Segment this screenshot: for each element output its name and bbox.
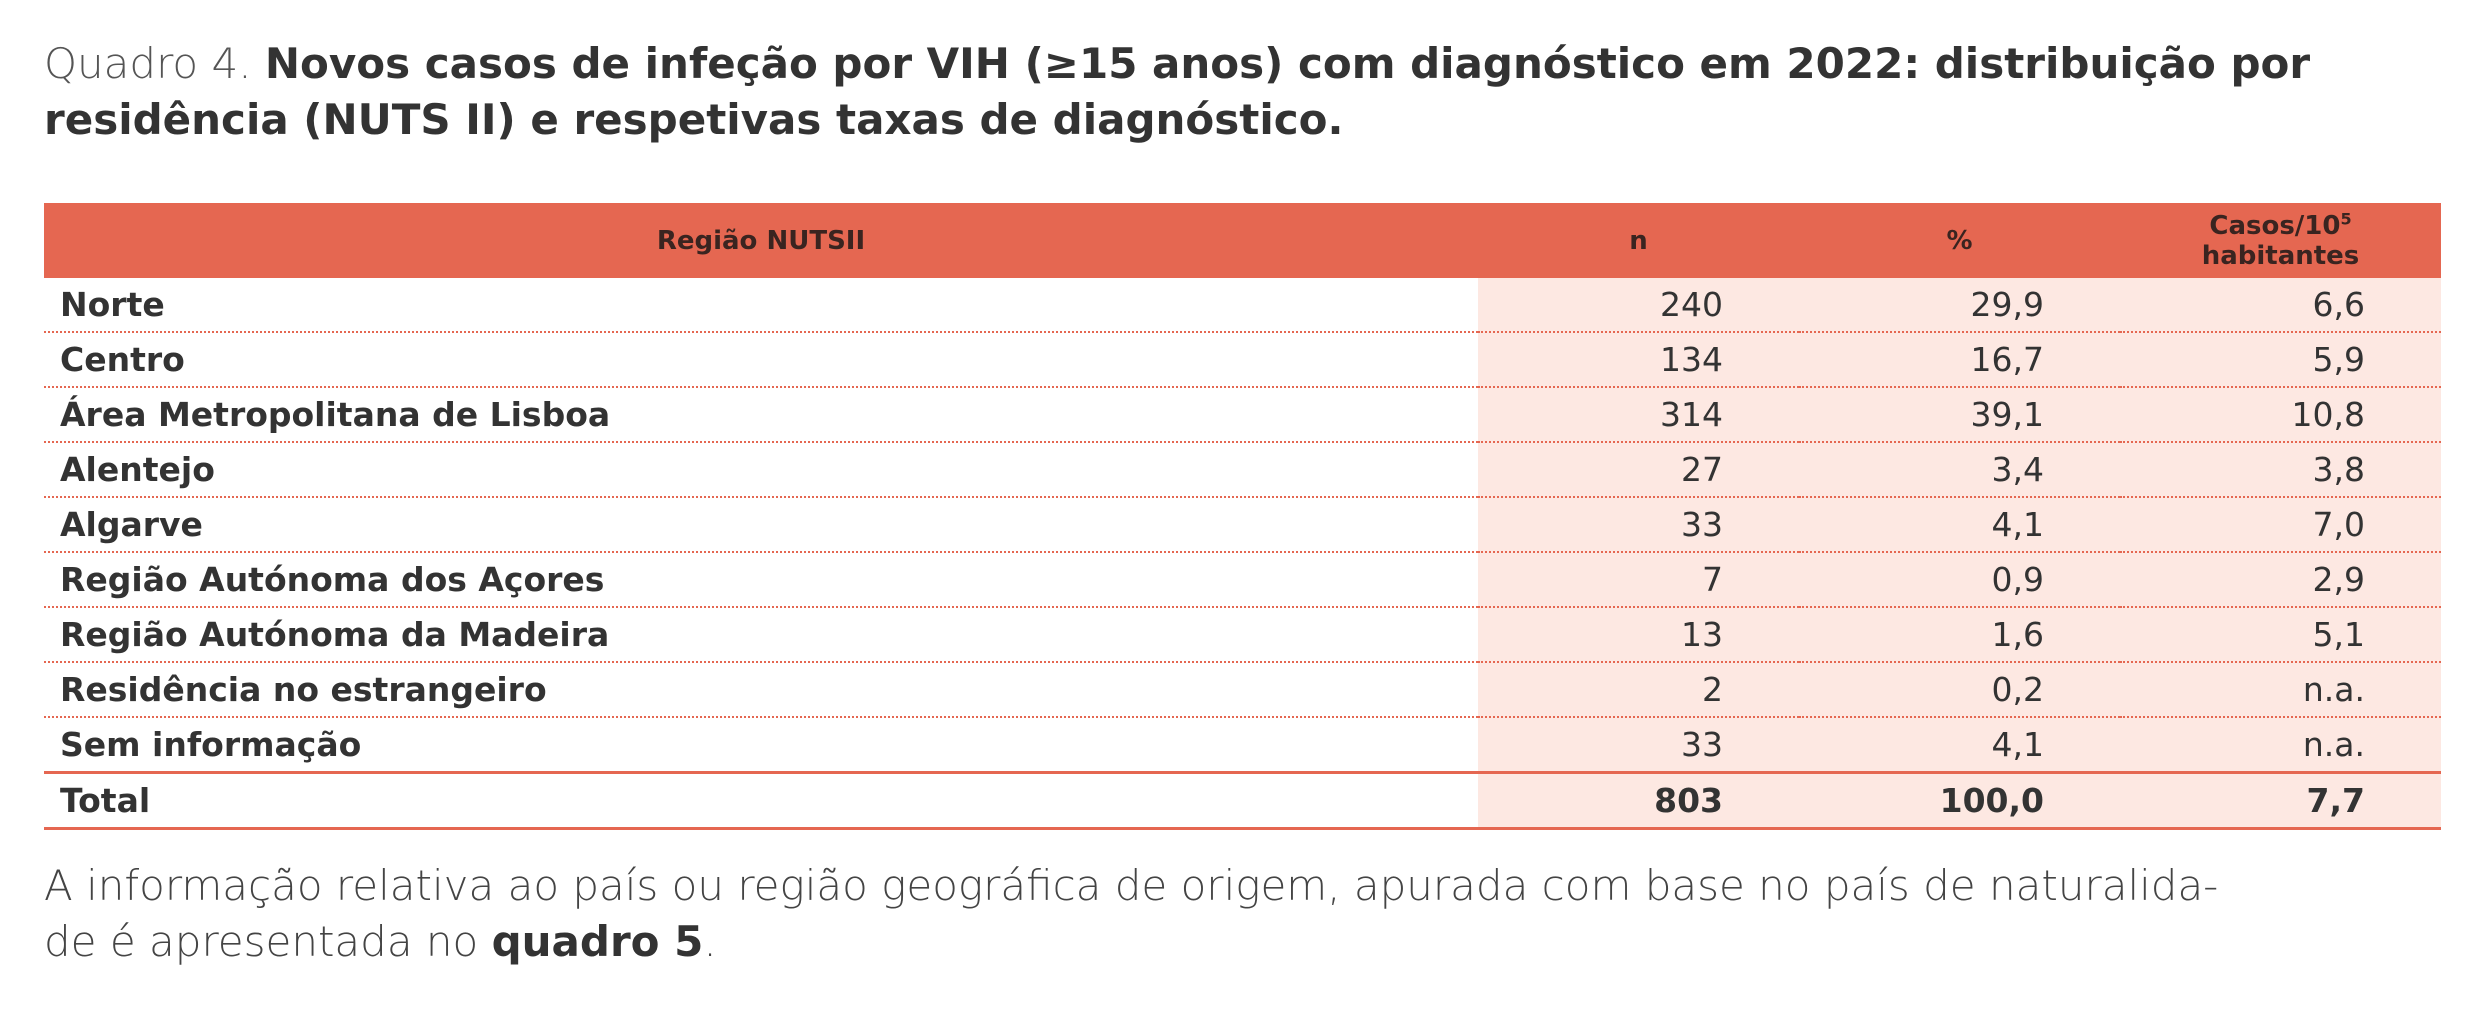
table-row: Centro 134 16,7 5,9	[44, 332, 2441, 388]
cell-rate: 2,9	[2120, 552, 2441, 608]
table-row: Área Metropolitana de Lisboa 314 39,1 10…	[44, 387, 2441, 443]
total-label: Total	[44, 771, 1478, 830]
header-region: Região NUTSII	[44, 203, 1478, 278]
cell-region: Região Autónoma da Madeira	[44, 607, 1478, 663]
note-quadro-reference: quadro 5	[491, 917, 704, 966]
cell-n: 13	[1478, 607, 1799, 663]
cell-rate: 5,9	[2120, 332, 2441, 388]
caption-title: Novos casos de infeção por VIH (≥15 anos…	[44, 39, 2311, 144]
hiv-cases-table: Região NUTSII n % Casos/105 habitantes N…	[44, 203, 2441, 830]
cell-n: 27	[1478, 442, 1799, 498]
table-header-row: Região NUTSII n % Casos/105 habitantes	[44, 203, 2441, 278]
cell-n: 33	[1478, 717, 1799, 774]
total-n: 803	[1478, 771, 1799, 830]
cell-n: 2	[1478, 662, 1799, 718]
note-line1: A informação relativa ao país ou região …	[44, 861, 2219, 910]
cell-pct: 0,9	[1799, 552, 2120, 608]
cell-region: Norte	[44, 278, 1478, 333]
cell-n: 314	[1478, 387, 1799, 443]
table-row: Região Autónoma da Madeira 13 1,6 5,1	[44, 607, 2441, 663]
note-line2-prefix: de é apresentada no	[44, 917, 492, 966]
cell-region: Área Metropolitana de Lisboa	[44, 387, 1478, 443]
cell-pct: 3,4	[1799, 442, 2120, 498]
cell-region: Centro	[44, 332, 1478, 388]
cell-rate: 5,1	[2120, 607, 2441, 663]
caption-label: Quadro 4.	[44, 39, 252, 88]
cell-rate: 10,8	[2120, 387, 2441, 443]
cell-pct: 29,9	[1799, 278, 2120, 333]
table-row: Região Autónoma dos Açores 7 0,9 2,9	[44, 552, 2441, 608]
cell-pct: 16,7	[1799, 332, 2120, 388]
cell-rate: n.a.	[2120, 717, 2441, 774]
cell-rate: 7,0	[2120, 497, 2441, 553]
header-rate: Casos/105 habitantes	[2120, 203, 2441, 278]
cell-region: Alentejo	[44, 442, 1478, 498]
header-rate-sup: 5	[2340, 208, 2352, 228]
note-line2-suffix: .	[703, 917, 717, 966]
cell-pct: 4,1	[1799, 717, 2120, 774]
table-row: Sem informação 33 4,1 n.a.	[44, 717, 2441, 774]
cell-pct: 4,1	[1799, 497, 2120, 553]
table-row: Algarve 33 4,1 7,0	[44, 497, 2441, 553]
cell-rate: 3,8	[2120, 442, 2441, 498]
cell-n: 134	[1478, 332, 1799, 388]
table-row: Alentejo 27 3,4 3,8	[44, 442, 2441, 498]
table-row: Norte 240 29,9 6,6	[44, 278, 2441, 333]
cell-n: 7	[1478, 552, 1799, 608]
cell-rate: n.a.	[2120, 662, 2441, 718]
table-caption: Quadro 4. Novos casos de infeção por VIH…	[44, 36, 2444, 148]
cell-rate: 6,6	[2120, 278, 2441, 333]
cell-region: Região Autónoma dos Açores	[44, 552, 1478, 608]
header-pct: %	[1799, 203, 2120, 278]
table-row: Residência no estrangeiro 2 0,2 n.a.	[44, 662, 2441, 718]
header-rate-line1: Casos/10	[2209, 210, 2341, 241]
cell-region: Algarve	[44, 497, 1478, 553]
header-n: n	[1478, 203, 1799, 278]
cell-region: Sem informação	[44, 717, 1478, 774]
cell-region: Residência no estrangeiro	[44, 662, 1478, 718]
cell-pct: 39,1	[1799, 387, 2120, 443]
total-rate: 7,7	[2120, 771, 2441, 830]
cell-n: 240	[1478, 278, 1799, 333]
table-total-row: Total 803 100,0 7,7	[44, 771, 2441, 830]
cell-pct: 1,6	[1799, 607, 2120, 663]
cell-n: 33	[1478, 497, 1799, 553]
total-pct: 100,0	[1799, 771, 2120, 830]
header-rate-line2: habitantes	[2201, 240, 2360, 271]
cell-pct: 0,2	[1799, 662, 2120, 718]
body-note: A informação relativa ao país ou região …	[44, 858, 2444, 970]
